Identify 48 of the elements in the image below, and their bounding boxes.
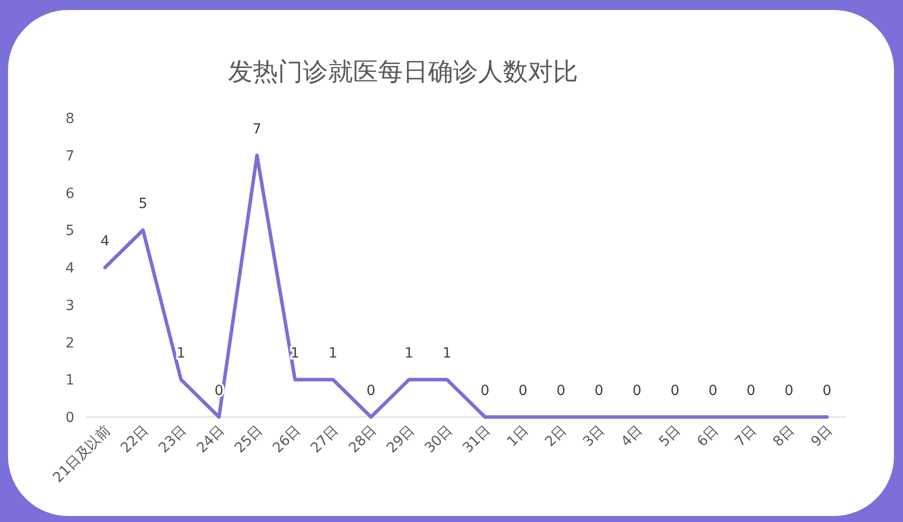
y-tick-label: 4 — [66, 260, 75, 276]
x-tick-label: 9日 — [808, 422, 836, 450]
x-tick-label: 4日 — [618, 422, 646, 450]
x-tick-label: 2日 — [542, 422, 570, 450]
x-tick-label: 6日 — [694, 422, 722, 450]
x-tick-label: 30日 — [422, 422, 456, 456]
y-tick-label: 7 — [66, 148, 74, 164]
y-tick-label: 6 — [66, 186, 75, 202]
data-label: 1 — [176, 346, 186, 362]
x-tick-label: 5日 — [656, 422, 684, 450]
data-label: 0 — [822, 383, 832, 399]
x-tick-label: 7日 — [732, 422, 760, 450]
x-tick-label: 28日 — [346, 422, 380, 456]
x-tick-label: 29日 — [384, 422, 418, 456]
data-label: 1 — [328, 346, 338, 362]
data-label: 4 — [100, 234, 110, 250]
x-tick-label: 1日 — [504, 422, 532, 450]
x-tick-label: 23日 — [156, 422, 190, 456]
y-tick-label: 3 — [66, 298, 74, 314]
data-label: 0 — [594, 383, 604, 399]
data-label: 0 — [632, 383, 642, 399]
x-tick-label: 27日 — [308, 422, 342, 456]
x-tick-label: 3日 — [580, 422, 608, 450]
data-label: 0 — [670, 383, 680, 399]
chart-title: 发热门诊就医每日确诊人数对比 — [228, 57, 578, 86]
data-label: 0 — [746, 383, 756, 399]
data-label: 1 — [290, 346, 300, 362]
data-label: 5 — [138, 196, 148, 212]
data-label: 7 — [252, 121, 262, 138]
x-tick-label: 8日 — [770, 422, 798, 450]
y-tick-label: 1 — [66, 372, 74, 389]
x-tick-label: 25日 — [232, 422, 266, 456]
y-tick-label: 5 — [66, 223, 74, 240]
data-label: 0 — [708, 383, 718, 399]
x-tick-label: 26日 — [270, 422, 304, 456]
data-label: 0 — [518, 383, 528, 399]
data-label: 1 — [442, 346, 452, 362]
line-series — [103, 154, 829, 419]
x-tick-label: 24日 — [194, 422, 228, 456]
x-tick-label: 31日 — [460, 422, 494, 456]
data-label: 0 — [556, 383, 566, 399]
data-label: 0 — [366, 383, 376, 399]
x-tick-label: 22日 — [118, 422, 152, 456]
data-label: 1 — [404, 346, 414, 362]
y-tick-label: 2 — [66, 335, 74, 352]
data-label: 0 — [480, 383, 490, 399]
y-tick-label: 8 — [66, 111, 74, 127]
data-label: 0 — [784, 383, 794, 399]
